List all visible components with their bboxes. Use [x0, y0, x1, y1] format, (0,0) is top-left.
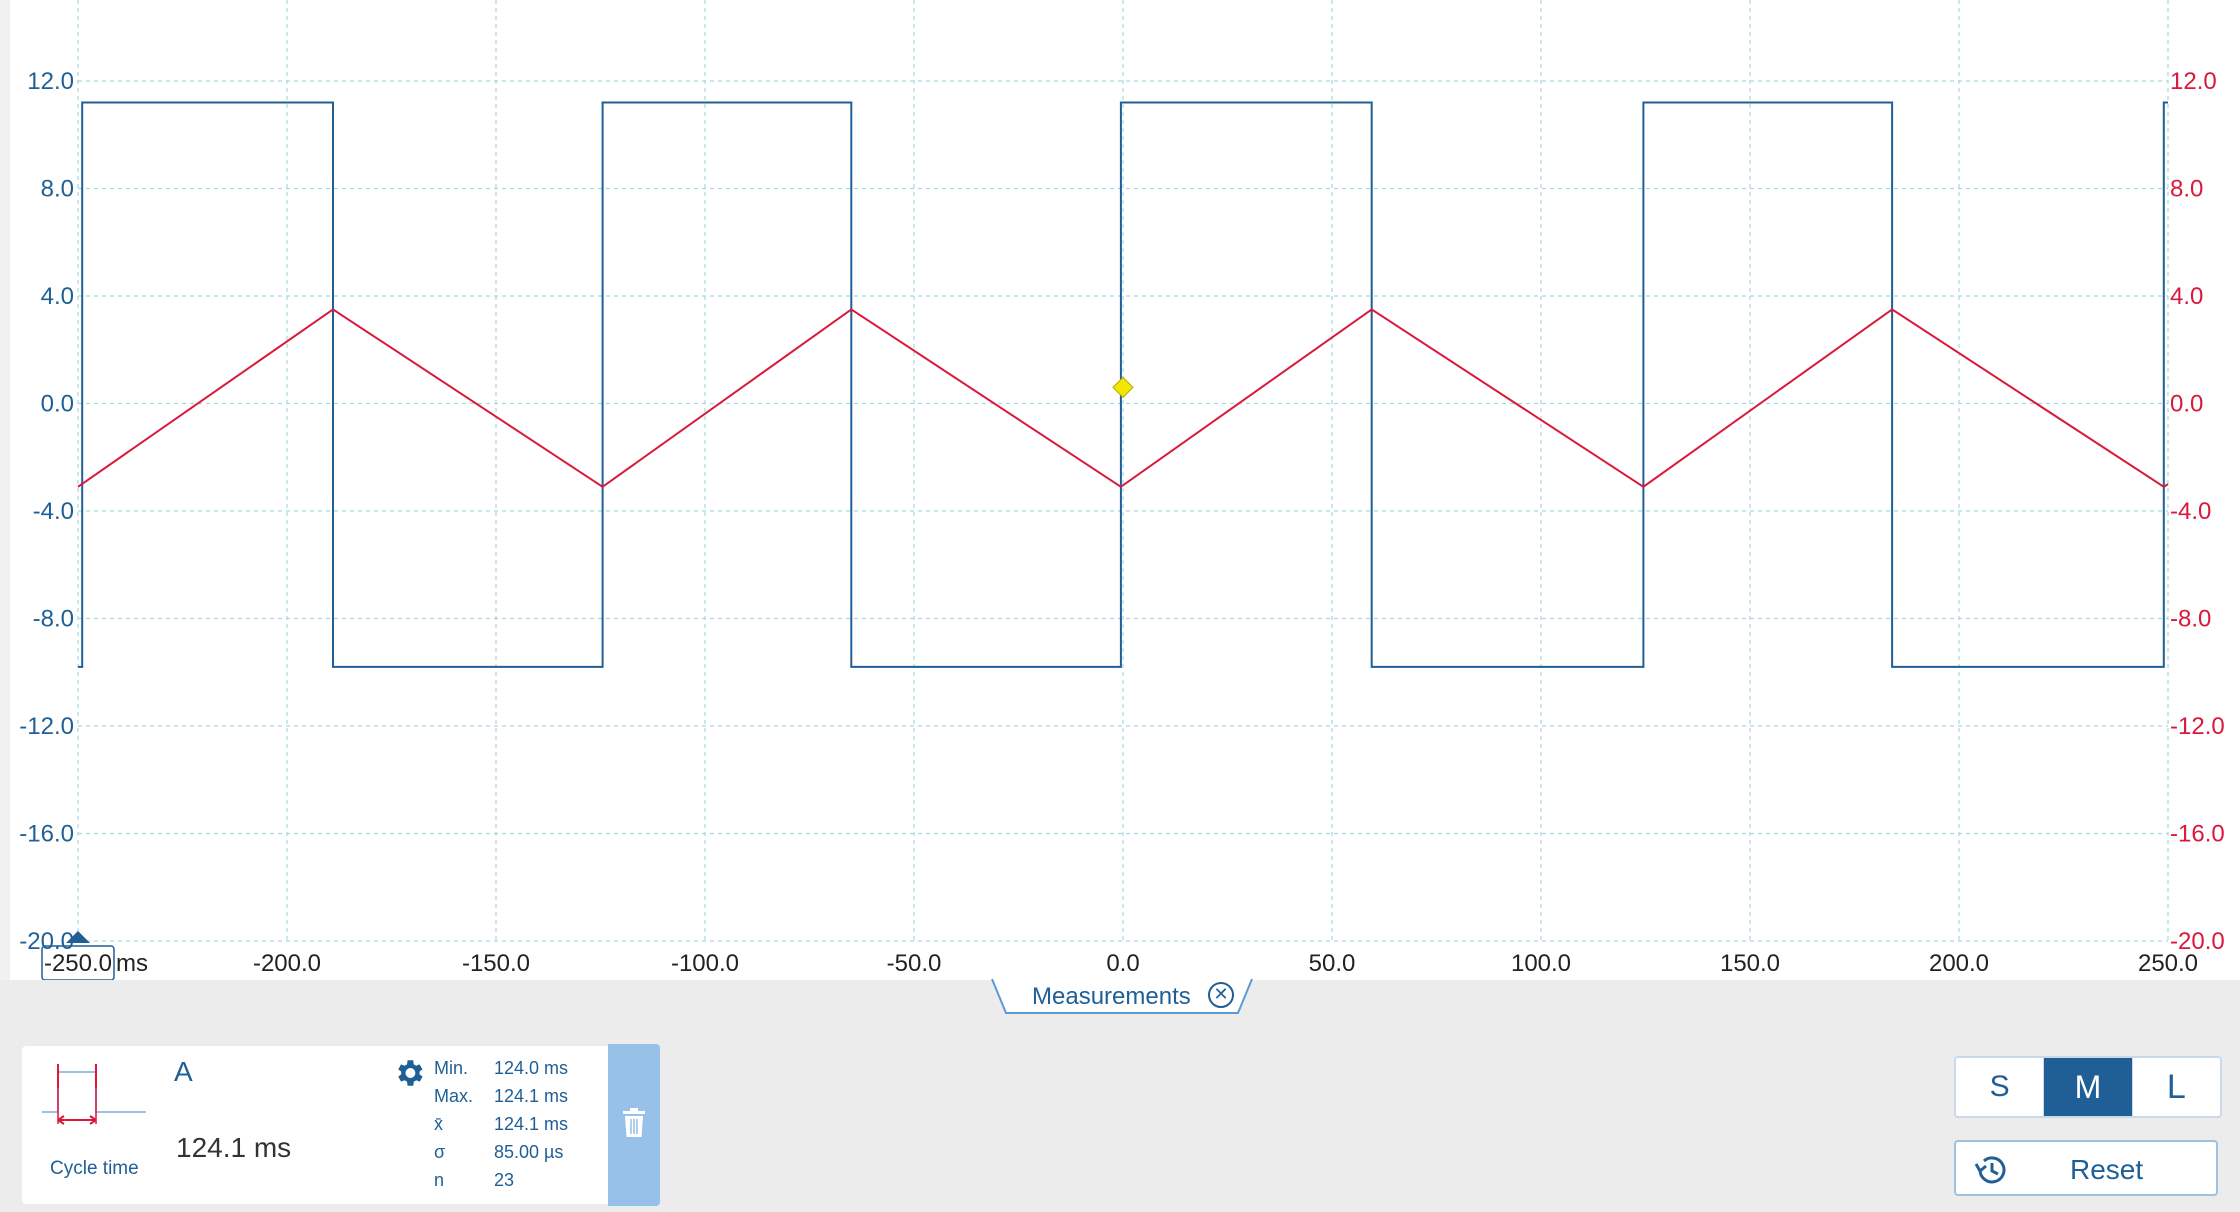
y-tick-label-right: 0.0 — [2170, 391, 2203, 418]
measurement-type: Cycle time — [50, 1158, 139, 1179]
y-tick-label-right: 12.0 — [2170, 68, 2217, 95]
y-tick-label-right: -20.0 — [2170, 928, 2225, 955]
y-tick-label-left: -16.0 — [19, 821, 74, 848]
stat-value: 124.0 ms — [494, 1058, 569, 1078]
waveform-chart[interactable]: 12.0 8.0 4.0 0.0 -4.0 -8.0 -12.0 -16.0 -20.0 12.0… — [0, 0, 2240, 980]
y-tick-label-left: 4.0 — [41, 283, 74, 310]
x-tick-label: 150.0 — [1720, 950, 1780, 977]
y-tick-label-right: 4.0 — [2170, 283, 2203, 310]
stat-key: Min. — [434, 1058, 469, 1078]
measurements-tab-label: Measurements — [1032, 983, 1191, 1010]
stat-key: x̄ — [434, 1114, 443, 1134]
stat-key: n — [434, 1170, 445, 1190]
y-tick-label-left: -12.0 — [19, 713, 74, 740]
stat-row-mean: x̄ 124.1 ms — [434, 1110, 568, 1138]
stat-key: Max. — [434, 1086, 474, 1106]
channel-offset-marker — [66, 931, 90, 943]
y-tick-label-right: -12.0 — [2170, 713, 2225, 740]
x-tick-label: 100.0 — [1511, 950, 1571, 977]
x-unit-label: ms — [116, 950, 148, 977]
y-tick-label-right: -4.0 — [2170, 498, 2211, 525]
scope-display[interactable]: 12.0 8.0 4.0 0.0 -4.0 -8.0 -12.0 -16.0 -20.0 12.0… — [0, 0, 2240, 980]
series-line-triangle — [77, 308, 2169, 489]
y-tick-label-left: -4.0 — [33, 498, 74, 525]
stat-value: 23 — [494, 1170, 515, 1190]
close-icon[interactable]: ✕ — [1208, 982, 1234, 1008]
measurements-tab-shape — [991, 978, 1253, 1014]
size-button-s[interactable]: S — [1956, 1058, 2045, 1116]
size-toggle-group: S M L — [1954, 1056, 2222, 1118]
measurements-tab[interactable]: Measurements ✕ — [990, 977, 1254, 1015]
x-tick-label: -150.0 — [462, 950, 530, 977]
cycle-time-icon — [42, 1064, 146, 1125]
x-tick-label: 250.0 — [2138, 950, 2198, 977]
x-range-start-box — [41, 945, 115, 980]
y-tick-label-left: -20.0 — [19, 928, 74, 955]
measurement-value: 124.1 ms — [176, 1132, 292, 1163]
x-tick-label: -50.0 — [887, 950, 942, 977]
trash-icon — [623, 1108, 645, 1137]
size-button-l[interactable]: L — [2166, 1068, 2186, 1106]
size-button-m[interactable]: M — [2044, 1058, 2133, 1116]
stat-row-min: Min. 124.0 ms — [434, 1054, 568, 1082]
stat-row-n: n 23 — [434, 1166, 568, 1194]
stat-value: 124.1 ms — [494, 1086, 569, 1106]
x-tick-label: -200.0 — [253, 950, 321, 977]
x-tick-label: -250.0 — [44, 950, 112, 977]
y-tick-label-right: -16.0 — [2170, 821, 2225, 848]
stat-value: 124.1 ms — [494, 1114, 569, 1134]
y-tick-label-left: 12.0 — [27, 68, 74, 95]
bottom-panel: Measurements ✕ Cycle time A 124.1 ms Min… — [0, 977, 2240, 1212]
reset-label: Reset — [2070, 1154, 2144, 1185]
measurement-card[interactable]: Cycle time A 124.1 ms Min. 124.0 ms Max. 1… — [22, 1044, 660, 1206]
y-tick-label-left: -8.0 — [33, 606, 74, 633]
gear-icon[interactable] — [392, 1056, 426, 1090]
delete-measurement-button[interactable] — [608, 1044, 660, 1206]
statistics-list: Min. 124.0 ms Max. 124.1 ms x̄ 124.1 ms σ 85… — [434, 1054, 568, 1194]
channel-label: A — [174, 1056, 193, 1087]
stat-value: 85.00 µs — [494, 1142, 564, 1162]
x-tick-label: 0.0 — [1106, 950, 1139, 977]
y-tick-label-left: 8.0 — [41, 176, 74, 203]
y-tick-label-right: -8.0 — [2170, 606, 2211, 633]
x-tick-label: -100.0 — [671, 950, 739, 977]
left-margin — [0, 0, 10, 980]
y-tick-label-right: 8.0 — [2170, 176, 2203, 203]
x-tick-label: 50.0 — [1309, 950, 1356, 977]
stat-row-sigma: σ 85.00 µs — [434, 1138, 568, 1166]
trigger-marker — [1112, 376, 1134, 399]
stat-key: σ — [434, 1142, 446, 1162]
history-icon — [1974, 1156, 2006, 1184]
stat-row-max: Max. 124.1 ms — [434, 1082, 568, 1110]
reset-button[interactable]: Reset — [1954, 1140, 2218, 1196]
x-tick-label: 200.0 — [1929, 950, 1989, 977]
y-tick-label-left: 0.0 — [41, 391, 74, 418]
